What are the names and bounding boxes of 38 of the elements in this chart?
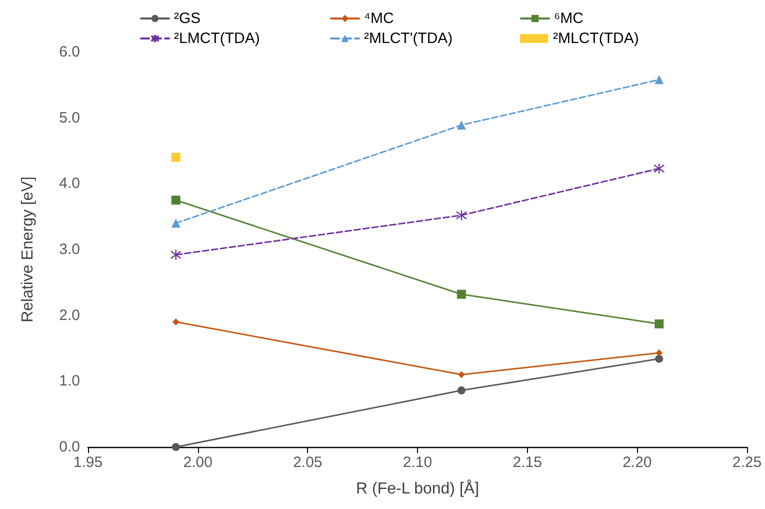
x-tick-label: 2.10 [402, 454, 432, 471]
x-tick-label: 2.20 [622, 454, 652, 471]
x-tick-label: 1.95 [73, 454, 103, 471]
point [457, 386, 466, 394]
y-tick-label: 6.0 [59, 44, 80, 60]
point [655, 354, 664, 363]
point [456, 290, 466, 299]
y-tick-label: 2.0 [59, 306, 80, 324]
point [171, 218, 180, 228]
y-tick-label: 4.0 [59, 175, 80, 192]
x-tick-label: 2.05 [293, 454, 322, 471]
point [172, 443, 180, 451]
x-axis-title: R (Fe-L bond) [Å] [356, 480, 480, 498]
point [654, 319, 664, 328]
legend-label: ⁶MC [554, 10, 584, 27]
point [172, 318, 180, 326]
x-tick-label: 2.15 [512, 454, 542, 471]
point [171, 196, 180, 205]
point [656, 349, 663, 356]
point [456, 120, 466, 130]
point [456, 210, 468, 221]
y-tick-label: 5.0 [59, 109, 80, 126]
point [458, 371, 465, 378]
y-tick-label: 0.0 [59, 438, 80, 456]
legend-label: ²MLCT(TDA) [553, 30, 639, 47]
point [170, 249, 182, 260]
y-tick-label: 1.0 [59, 372, 80, 390]
x-tick-label: 2.00 [183, 454, 212, 471]
point [654, 162, 665, 174]
x-tick-label: 2.25 [732, 454, 762, 471]
legend-label: ²LMCT(TDA) [174, 30, 260, 47]
legend-label: ²GS [174, 10, 201, 27]
legend-label: ⁴MC [364, 10, 394, 27]
point [171, 152, 180, 162]
y-axis-title: Relative Energy [eV] [20, 176, 36, 322]
y-tick-label: 3.0 [59, 241, 80, 258]
legend-label: ²MLCT'(TDA) [364, 30, 453, 47]
point [654, 75, 664, 84]
